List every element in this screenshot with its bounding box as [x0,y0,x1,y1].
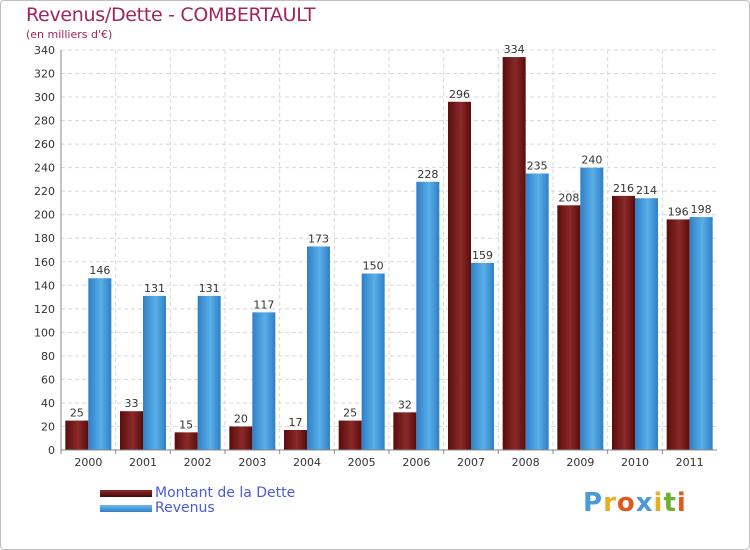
x-tick-label: 2005 [348,456,376,469]
y-tick-label: 260 [34,138,55,151]
data-label: 17 [289,416,303,429]
y-tick-label: 200 [34,209,55,222]
logo-letter: P [583,488,604,518]
legend-label-dette: Montant de la Dette [155,485,296,501]
data-label: 146 [89,264,110,277]
bar-revenus [416,181,440,450]
bar-dette [612,195,635,450]
x-tick-label: 2004 [293,456,321,469]
x-tick-label: 2001 [129,456,157,469]
y-tick-label: 20 [41,420,55,433]
y-tick-label: 340 [34,44,55,57]
bar-revenus [689,217,713,450]
bar-revenus [88,278,112,450]
data-label: 198 [691,203,712,216]
bar-revenus [197,295,221,450]
x-tick-label: 2002 [184,456,212,469]
bar-dette [284,430,307,450]
data-label: 32 [398,398,412,411]
data-label: 235 [527,160,548,173]
data-label: 25 [70,407,84,420]
y-tick-label: 120 [34,303,55,316]
bar-revenus [307,246,330,450]
data-label: 214 [636,184,657,197]
data-label: 150 [363,260,384,273]
y-tick-label: 180 [34,232,55,245]
data-label: 20 [234,412,248,425]
x-tick-label: 2007 [457,456,485,469]
bar-revenus [525,173,549,450]
data-label: 15 [179,418,193,431]
bar-revenus [635,198,658,450]
data-label: 228 [417,168,438,181]
legend-swatch-revenus [100,505,152,512]
bar-dette [120,411,143,450]
legend-label-revenus: Revenus [155,500,215,516]
bar-dette [393,412,417,450]
logo-letter: x [635,488,654,518]
logo-letter: t [663,488,677,518]
bar-dette [448,101,471,450]
bar-dette [65,420,89,450]
legend-swatch-dette [100,490,152,497]
bar-revenus [471,262,494,450]
data-label: 131 [144,282,165,295]
data-labels-layer: 25 33 15 20 17 25 32 296 334 208 216 196 146 131 131 11… [70,43,712,431]
y-tick-label: 220 [34,185,55,198]
x-tick-label: 2006 [402,456,430,469]
bar-revenus [143,295,166,450]
data-label: 117 [253,298,274,311]
bar-revenus [361,273,385,450]
y-tick-label: 300 [34,91,55,104]
data-label: 173 [308,232,329,245]
bar-dette [174,432,198,450]
bar-dette [338,420,362,450]
y-tick-label: 240 [34,162,55,175]
data-label: 334 [504,43,525,56]
x-tick-label: 2009 [566,456,594,469]
x-tick-label: 2008 [512,456,540,469]
data-label: 296 [449,88,470,101]
y-tick-label: 80 [41,350,55,363]
bar-dette [502,57,526,450]
bars-layer [65,57,713,450]
x-tick-label: 2011 [676,456,704,469]
axis-layer: 0204060801001201401601802002202402602803… [34,44,717,469]
logo-letter: i [653,488,664,518]
bar-revenus [252,312,276,450]
data-label: 33 [125,397,139,410]
data-label: 208 [558,191,579,204]
y-tick-label: 0 [48,444,55,457]
chart-title: Revenus/Dette - COMBERTAULT [26,4,316,26]
y-tick-label: 280 [34,115,55,128]
y-tick-label: 60 [41,373,55,386]
data-label: 216 [613,182,634,195]
bar-chart: 25 33 15 20 17 25 32 296 334 208 216 196 146 131 131 11… [34,43,717,469]
logo-letter: i [676,488,687,518]
x-tick-label: 2000 [74,456,102,469]
y-tick-label: 140 [34,279,55,292]
logo-letter: r [603,488,617,518]
x-tick-label: 2003 [238,456,266,469]
data-label: 25 [343,407,357,420]
y-tick-label: 40 [41,397,55,410]
bar-revenus [580,167,604,450]
chart-subtitle: (en milliers d'€) [26,28,113,41]
proxiti-logo: Proxiti [583,488,687,518]
bar-dette [229,426,253,450]
bar-dette [557,205,581,450]
y-tick-label: 320 [34,68,55,81]
bar-dette [666,219,690,450]
y-tick-label: 160 [34,256,55,269]
logo-letter: o [616,488,636,518]
data-label: 240 [581,154,602,167]
data-label: 131 [199,282,220,295]
x-tick-label: 2010 [621,456,649,469]
grid-layer [61,49,717,451]
data-label: 159 [472,249,493,262]
data-label: 196 [668,205,689,218]
y-tick-label: 100 [34,326,55,339]
